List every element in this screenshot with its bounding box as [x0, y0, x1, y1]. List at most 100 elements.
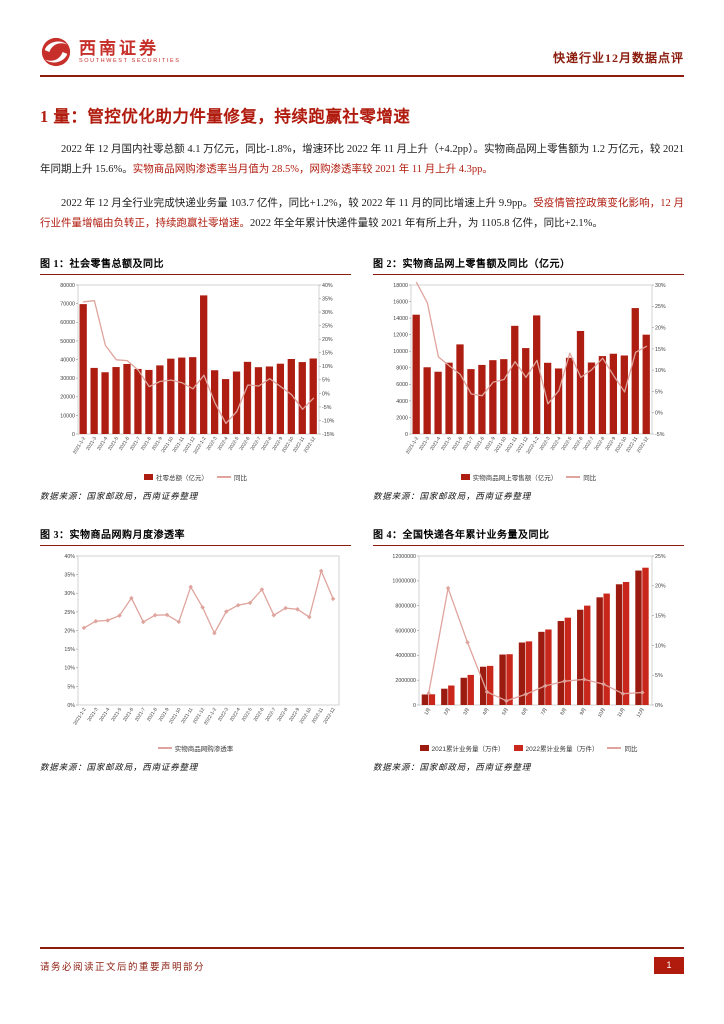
svg-text:15%: 15%	[655, 613, 666, 619]
paragraph-2-text-2: 2022 年全年累计快递件量较 2021 年有所上升，为 1105.8 亿件，同…	[250, 218, 603, 230]
svg-text:50000: 50000	[60, 339, 75, 345]
figure-4: 图 4：全国快递各年累计业务量及同比 0 2000000 4000000 600000…	[373, 526, 684, 773]
page-header: 西南证券 SOUTHWEST SECURITIES 快递行业12月数据点评	[40, 36, 684, 77]
legend-line-swatch	[217, 476, 231, 478]
legend-item: 同比	[607, 743, 637, 753]
svg-text:6月: 6月	[520, 707, 529, 717]
svg-text:4000000: 4000000	[395, 653, 416, 659]
svg-text:7月: 7月	[540, 707, 549, 717]
svg-text:0: 0	[72, 432, 75, 438]
svg-text:18000: 18000	[393, 283, 408, 289]
svg-text:20%: 20%	[322, 337, 333, 343]
svg-text:2022-7: 2022-7	[264, 706, 277, 722]
svg-text:6000000: 6000000	[395, 628, 416, 634]
logo-name-en: SOUTHWEST SECURITIES	[79, 58, 181, 65]
footer-disclaimer: 请务必阅读正文后的重要声明部分	[40, 962, 206, 973]
legend-item: 2021累计业务量（万件）	[419, 743, 505, 753]
svg-text:2022-4: 2022-4	[229, 706, 242, 722]
svg-text:10%: 10%	[655, 643, 666, 649]
svg-text:2021-3: 2021-3	[86, 706, 99, 722]
legend-item: 实物商品网购渗透率	[157, 743, 234, 753]
svg-text:15%: 15%	[322, 351, 333, 357]
svg-text:30%: 30%	[655, 283, 666, 289]
legend-label: 2022累计业务量（万件）	[525, 745, 599, 753]
svg-text:30000: 30000	[60, 376, 75, 382]
figure-2-source: 数据来源：国家邮政局，西南证券整理	[373, 490, 532, 501]
svg-text:2021-1-2: 2021-1-2	[72, 435, 87, 455]
svg-text:2022-9: 2022-9	[288, 706, 301, 722]
svg-text:0: 0	[405, 432, 408, 438]
svg-text:8000: 8000	[396, 366, 408, 372]
svg-text:25%: 25%	[655, 304, 666, 310]
svg-text:4000: 4000	[396, 399, 408, 405]
section-title: 1 量：管控优化助力件量修复，持续跑赢社零增速	[40, 107, 411, 126]
svg-text:30%: 30%	[322, 310, 333, 316]
svg-text:-15%: -15%	[322, 432, 335, 438]
svg-text:20%: 20%	[64, 628, 75, 634]
svg-text:2021-6: 2021-6	[122, 706, 135, 722]
svg-text:2022-6: 2022-6	[253, 706, 266, 722]
svg-text:30%: 30%	[64, 591, 75, 597]
chart-2-legend: 实物商品网上零售额（亿元） 同比	[373, 472, 684, 482]
legend-bar-swatch	[513, 744, 523, 751]
svg-text:2021-7: 2021-7	[134, 706, 147, 722]
figure-3-source: 数据来源：国家邮政局，西南证券整理	[40, 761, 199, 772]
svg-text:0%: 0%	[655, 703, 663, 709]
svg-text:20%: 20%	[655, 584, 666, 590]
figure-3-title: 图 3：实物商品网购月度渗透率	[40, 526, 351, 546]
legend-bar-swatch	[460, 473, 470, 480]
svg-text:2000: 2000	[396, 415, 408, 421]
svg-text:70000: 70000	[60, 301, 75, 307]
figure-2-title: 图 2：实物商品网上零售额及同比（亿元）	[373, 255, 684, 275]
svg-text:10%: 10%	[322, 364, 333, 370]
svg-text:40%: 40%	[322, 283, 333, 289]
svg-text:2000000: 2000000	[395, 678, 416, 684]
svg-text:10000: 10000	[60, 413, 75, 419]
legend-label: 实物商品网购渗透率	[174, 745, 234, 753]
svg-text:0%: 0%	[322, 391, 330, 397]
chart-3-legend: 实物商品网购渗透率	[40, 743, 351, 753]
svg-text:80000: 80000	[60, 283, 75, 289]
svg-text:2022-3: 2022-3	[217, 706, 230, 722]
svg-text:5%: 5%	[655, 673, 663, 679]
figure-1-source: 数据来源：国家邮政局，西南证券整理	[40, 490, 199, 501]
legend-label: 实物商品网上零售额（亿元）	[472, 474, 558, 482]
svg-text:0%: 0%	[67, 703, 75, 709]
svg-text:2021-1-2: 2021-1-2	[405, 435, 420, 455]
paragraph-1: 2022 年 12 月国内社零总额 4.1 万亿元，同比-1.8%，增速环比 2…	[40, 140, 684, 181]
svg-text:20%: 20%	[655, 325, 666, 331]
svg-text:2021-5: 2021-5	[110, 706, 123, 722]
paragraph-2-text-1: 2022 年 12 月全行业完成快递业务量 103.7 亿件，同比+1.2%，较…	[61, 197, 534, 209]
paragraph-1-highlight: 实物商品网购渗透率当月值为 28.5%，网购渗透率较 2021 年 11 月上升…	[132, 164, 493, 176]
svg-text:5月: 5月	[501, 707, 510, 717]
svg-text:10000000: 10000000	[392, 579, 416, 585]
svg-text:0%: 0%	[655, 410, 663, 416]
chart-1-retail-total: 0 10000 20000 30000 40000 50000 60000 70000 8000…	[60, 283, 335, 455]
figures-grid: 图 1：社会零售总额及同比 0 10000 20000 30000 40000 50000…	[40, 255, 684, 773]
svg-text:25%: 25%	[655, 554, 666, 560]
svg-text:40%: 40%	[64, 554, 75, 560]
report-title: 快递行业12月数据点评	[552, 51, 684, 65]
svg-text:5%: 5%	[67, 684, 75, 690]
svg-text:0: 0	[413, 703, 416, 709]
legend-item: 社零总额（亿元）	[144, 472, 208, 482]
svg-text:14000: 14000	[393, 316, 408, 322]
figure-1: 图 1：社会零售总额及同比 0 10000 20000 30000 40000 50000…	[40, 255, 351, 502]
legend-bar-swatch	[144, 473, 153, 480]
svg-text:4月: 4月	[482, 707, 491, 717]
logo-text: 西南证券 SOUTHWEST SECURITIES	[79, 39, 181, 65]
svg-text:2月: 2月	[443, 707, 452, 717]
svg-text:15%: 15%	[655, 347, 666, 353]
svg-text:8000000: 8000000	[395, 603, 416, 609]
svg-text:40000: 40000	[60, 357, 75, 363]
svg-text:60000: 60000	[60, 320, 75, 326]
svg-text:-5%: -5%	[655, 432, 665, 438]
legend-line-swatch	[607, 747, 622, 749]
legend-label: 社零总额（亿元）	[156, 474, 208, 482]
svg-text:8月: 8月	[559, 707, 568, 717]
legend-label: 同比	[583, 474, 597, 482]
page-footer: 请务必阅读正文后的重要声明部分 1	[40, 947, 684, 974]
svg-text:15%: 15%	[64, 647, 75, 653]
svg-text:10000: 10000	[393, 349, 408, 355]
paragraph-2: 2022 年 12 月全行业完成快递业务量 103.7 亿件，同比+1.2%，较…	[40, 194, 684, 235]
